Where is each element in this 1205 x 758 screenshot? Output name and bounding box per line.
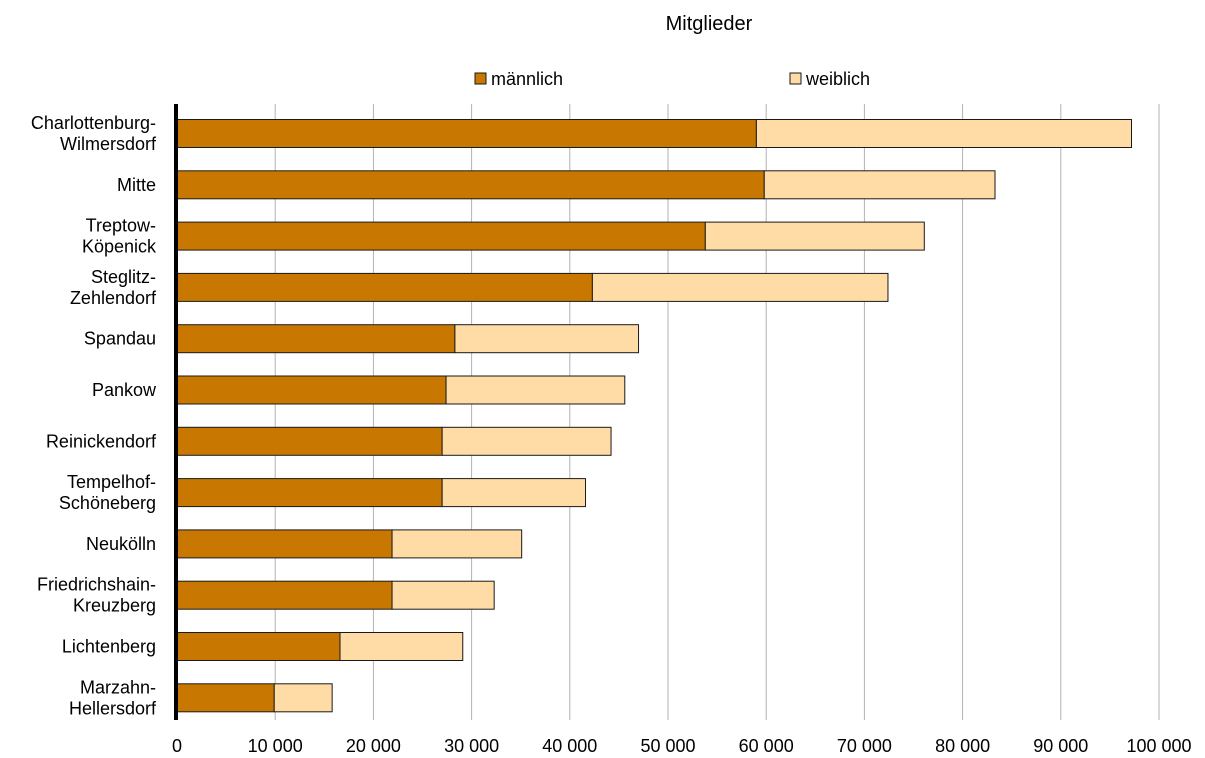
bar-segment-männlich <box>176 324 456 354</box>
bar-segment-männlich <box>176 170 765 200</box>
category-label: Reinickendorf <box>46 431 157 451</box>
bar-segment-männlich <box>176 529 393 559</box>
bar-segment-weiblich <box>704 221 925 251</box>
bars <box>176 119 1133 713</box>
category-label: Charlottenburg-Wilmersdorf <box>31 113 157 154</box>
category-label: Marzahn-Hellersdorf <box>69 677 157 718</box>
x-tick-label: 100 000 <box>1126 736 1191 756</box>
x-tick-label: 80 000 <box>935 736 990 756</box>
x-axis-tick-labels: 0 10 000 20 000 30 000 40 000 50 000 60 000 70 … <box>172 736 1192 756</box>
category-label: Steglitz-Zehlendorf <box>70 267 157 308</box>
category-label: Friedrichshain-Kreuzberg <box>37 575 156 616</box>
x-tick-label: 20 000 <box>346 736 401 756</box>
bar-segment-männlich <box>176 375 447 405</box>
x-tick-label: 30 000 <box>444 736 499 756</box>
category-label: Spandau <box>84 329 156 349</box>
bar-segment-männlich <box>176 632 341 661</box>
x-tick-label: 70 000 <box>837 736 892 756</box>
bar-segment-weiblich <box>273 683 333 713</box>
x-tick-label: 60 000 <box>739 736 794 756</box>
bar-segment-männlich <box>176 478 443 508</box>
bar-segment-weiblich <box>445 375 626 405</box>
bar-segment-weiblich <box>755 119 1133 148</box>
category-label: Mitte <box>117 175 156 195</box>
bar-segment-männlich <box>176 221 706 251</box>
chart-title: Mitglieder <box>666 13 753 35</box>
legend-swatch <box>789 72 802 85</box>
gridlines <box>274 104 1160 720</box>
bar-segment-weiblich <box>591 272 889 302</box>
bar-segment-weiblich <box>391 580 495 610</box>
bar-segment-männlich <box>176 683 275 713</box>
category-label: Pankow <box>92 380 157 400</box>
x-tick-label: 40 000 <box>542 736 597 756</box>
bar-segment-männlich <box>176 580 393 610</box>
category-label: Tempelhof-Schöneberg <box>59 472 156 513</box>
bar-segment-weiblich <box>454 324 640 354</box>
bar-segment-weiblich <box>339 632 464 661</box>
bar-segment-weiblich <box>441 478 587 508</box>
bar-segment-weiblich <box>763 170 996 200</box>
legend-label: männlich <box>491 69 563 89</box>
bar-segment-weiblich <box>391 529 523 559</box>
bar-segment-männlich <box>176 426 443 456</box>
x-tick-label: 10 000 <box>248 736 303 756</box>
legend-swatch <box>474 72 487 85</box>
category-labels: Charlottenburg-Wilmersdorf Mitte Treptow-K… <box>31 113 157 718</box>
legend: männlich weiblich <box>474 69 870 89</box>
legend-label: weiblich <box>805 69 870 89</box>
bar-segment-männlich <box>176 272 593 302</box>
category-label: Treptow-Köpenick <box>82 216 157 257</box>
bar-segment-männlich <box>176 119 757 148</box>
category-label: Neukölln <box>86 534 156 554</box>
x-tick-label: 50 000 <box>640 736 695 756</box>
x-tick-label: 90 000 <box>1033 736 1088 756</box>
x-tick-label: 0 <box>172 736 182 756</box>
bar-segment-weiblich <box>441 426 612 456</box>
category-label: Lichtenberg <box>62 637 156 657</box>
